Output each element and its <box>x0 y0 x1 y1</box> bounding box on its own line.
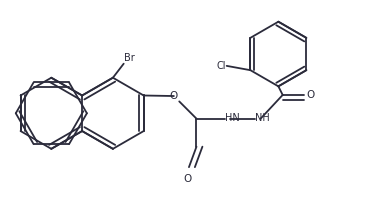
Text: Br: Br <box>124 53 135 63</box>
Text: Cl: Cl <box>216 61 225 71</box>
Text: O: O <box>170 91 178 101</box>
Text: NH: NH <box>255 113 270 123</box>
Text: O: O <box>307 90 315 100</box>
Text: O: O <box>184 174 192 184</box>
Text: HN: HN <box>225 113 240 123</box>
